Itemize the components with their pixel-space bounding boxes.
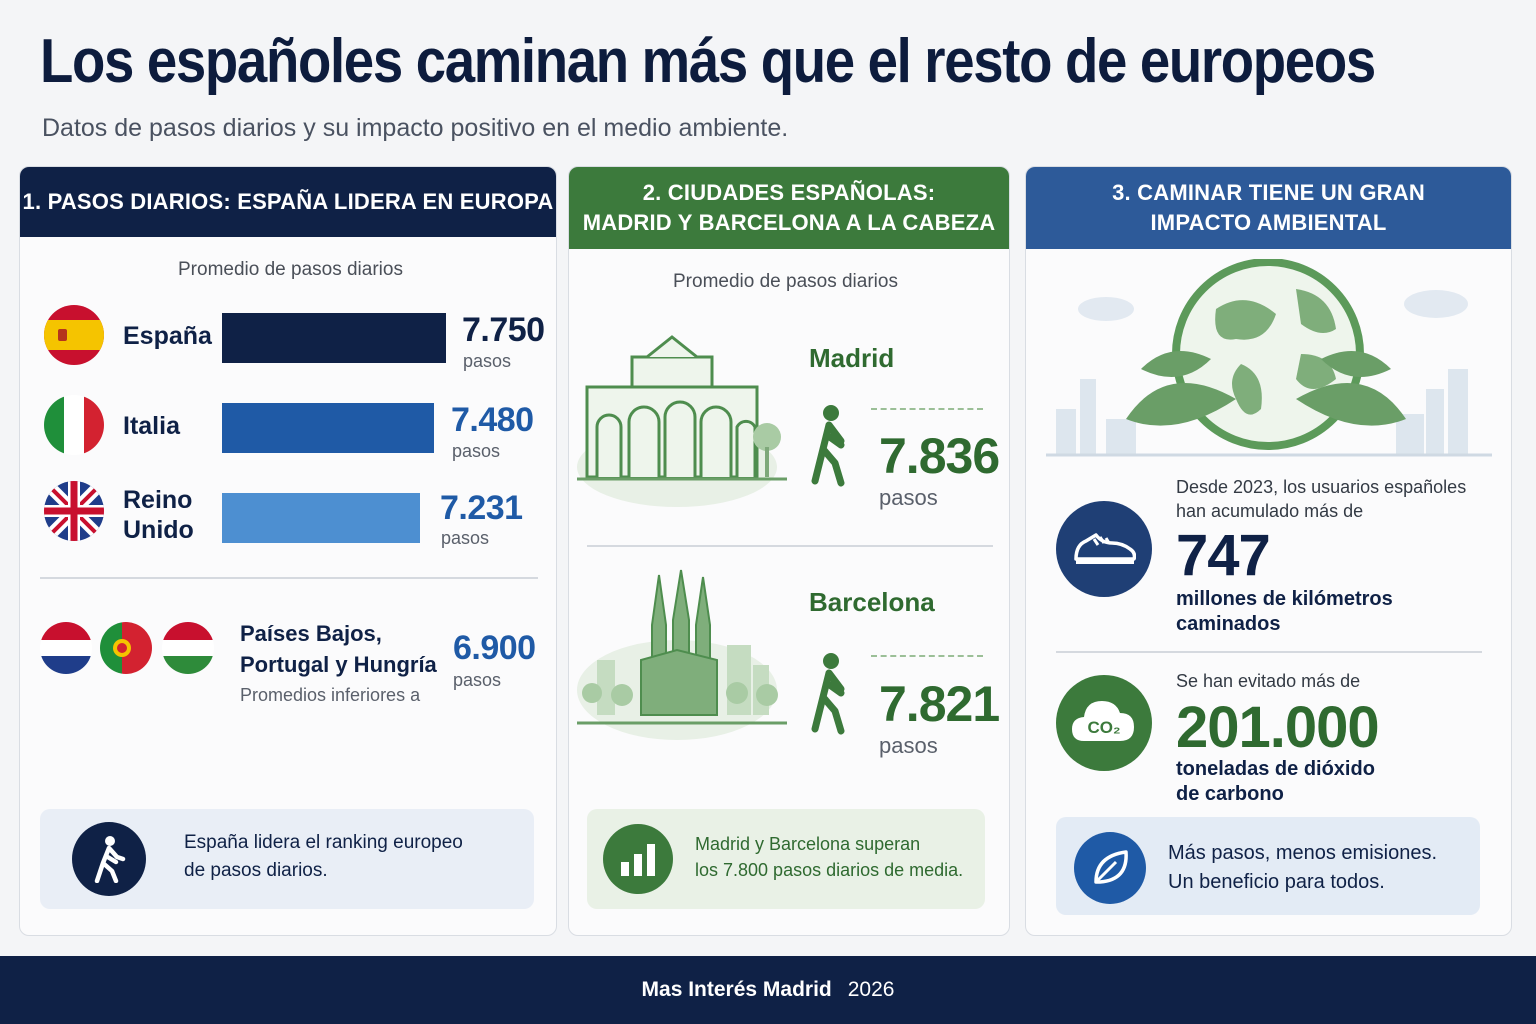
panel-ciudades: 2. CIUDADES ESPAÑOLAS: MADRID Y BARCELON… <box>568 166 1010 936</box>
stat-lead: Se han evitado más de <box>1176 671 1361 691</box>
bar-reino-unido <box>222 493 420 543</box>
panel-pasos-diarios: 1. PASOS DIARIOS: ESPAÑA LIDERA EN EUROP… <box>19 166 557 936</box>
city-value: 7.836 <box>879 428 1000 484</box>
barcelona-monument-illustration <box>577 565 787 745</box>
chart-caption: Promedio de pasos diarios <box>178 259 403 280</box>
callout-line2: Un beneficio para todos. <box>1168 871 1385 893</box>
divider <box>587 545 993 547</box>
madrid-monument-illustration <box>577 317 787 512</box>
city-unit: pasos <box>879 733 938 758</box>
other-countries-label: Países Bajos, Portugal y Hungría <box>240 619 437 681</box>
netherlands-flag-icon <box>40 622 92 674</box>
panel-header: 2. CIUDADES ESPAÑOLAS: MADRID Y BARCELON… <box>569 167 1009 249</box>
panel-header-line2: IMPACTO AMBIENTAL <box>1150 210 1387 235</box>
footer-year: 2026 <box>847 978 895 1001</box>
callout-line1: Madrid y Barcelona superan <box>695 834 921 854</box>
walking-person-icon <box>807 403 851 492</box>
chart-caption: Promedio de pasos diarios <box>673 271 898 292</box>
sneaker-icon <box>1056 501 1152 597</box>
panel-header-line1: 2. CIUDADES ESPAÑOLAS: <box>642 180 936 206</box>
walking-person-icon <box>807 651 851 740</box>
portugal-flag-icon <box>100 622 152 674</box>
callout-text: Madrid y Barcelona superan los 7.800 pas… <box>695 831 963 883</box>
stat-value: 747 <box>1176 523 1271 588</box>
footer: Mas Interés Madrid 2026 <box>0 956 1536 1024</box>
bar-espana <box>222 313 446 363</box>
hungary-flag-icon <box>162 622 214 674</box>
panel-header-text: 1. PASOS DIARIOS: ESPAÑA LIDERA EN EUROP… <box>22 189 554 215</box>
bar-chart-icon <box>603 824 673 894</box>
stat-lead-line2: han acumulado más de <box>1176 501 1364 522</box>
callout-box: España lidera el ranking europeo de paso… <box>40 809 534 909</box>
bar-unit: pasos <box>463 351 512 371</box>
callout-line1: España lidera el ranking europeo <box>184 832 463 853</box>
other-countries-line2: Portugal y Hungría <box>240 651 437 677</box>
city-unit: pasos <box>879 485 938 510</box>
walking-person-icon <box>72 822 146 896</box>
bar-unit: pasos <box>452 441 501 461</box>
callout-box: Madrid y Barcelona superan los 7.800 pas… <box>587 809 985 909</box>
bar-value: 7.231 <box>440 489 523 527</box>
bar-value: 7.750 <box>462 311 545 349</box>
callout-box: Más pasos, menos emisiones. Un beneficio… <box>1056 817 1480 915</box>
panel-header-line2: MADRID Y BARCELONA A LA CABEZA <box>582 210 996 235</box>
callout-line1: Más pasos, menos emisiones. <box>1168 842 1438 864</box>
panel-impacto-ambiental: 3. CAMINAR TIENE UN GRAN IMPACTO AMBIENT… <box>1025 166 1512 936</box>
stat-desc-line2: caminados <box>1176 613 1281 635</box>
callout-line2: los 7.800 pasos diarios de media. <box>695 860 964 881</box>
bar-unit: pasos <box>441 528 490 548</box>
country-name-line1: Reino <box>123 486 193 514</box>
country-name: España <box>123 322 212 350</box>
city-name: Madrid <box>809 343 895 373</box>
uk-flag-icon <box>44 481 104 541</box>
city-name: Barcelona <box>809 587 935 617</box>
divider <box>1056 651 1482 653</box>
panel-header: 3. CAMINAR TIENE UN GRAN IMPACTO AMBIENT… <box>1026 167 1511 249</box>
dashed-line <box>871 655 983 657</box>
leaf-icon <box>1074 832 1146 904</box>
stat-desc-line1: toneladas de dióxido <box>1176 758 1375 780</box>
dashed-line <box>871 408 983 410</box>
panel-header-line1: 3. CAMINAR TIENE UN GRAN <box>1112 180 1425 206</box>
callout-text: Más pasos, menos emisiones. Un beneficio… <box>1168 839 1437 897</box>
globe-leaves-illustration <box>1046 258 1492 464</box>
panel-header: 1. PASOS DIARIOS: ESPAÑA LIDERA EN EUROP… <box>20 167 556 237</box>
bar-italia <box>222 403 434 453</box>
spain-flag-icon <box>44 305 104 365</box>
page-title: Los españoles caminan más que el resto d… <box>40 27 1376 96</box>
callout-line2: de pasos diarios. <box>184 859 328 881</box>
other-countries-unit: pasos <box>453 670 502 690</box>
stat-lead-line1: Desde 2023, los usuarios españoles <box>1176 477 1467 497</box>
svg-text:CO₂: CO₂ <box>1087 718 1120 737</box>
country-name: Italia <box>123 412 180 440</box>
stat-desc-line1: millones de kilómetros <box>1176 588 1393 610</box>
stat-desc-line2: de carbono <box>1176 783 1284 805</box>
stat-desc: toneladas de dióxido de carbono <box>1176 757 1375 807</box>
footer-brand: Mas Interés Madrid <box>641 978 832 1001</box>
stat-value: 201.000 <box>1176 695 1380 760</box>
page-subtitle: Datos de pasos diarios y su impacto posi… <box>42 114 789 142</box>
divider <box>40 577 538 579</box>
other-countries-value: 6.900 <box>453 629 536 667</box>
other-countries-line1: Países Bajos, <box>240 621 382 646</box>
country-name-line2: Unido <box>123 516 194 544</box>
bar-value: 7.480 <box>451 401 534 439</box>
callout-text: España lidera el ranking europeo de paso… <box>184 829 463 884</box>
city-value: 7.821 <box>879 676 1000 732</box>
co2-cloud-icon: CO₂ <box>1056 675 1152 771</box>
other-countries-sub: Promedios inferiores a <box>240 685 421 705</box>
stat-desc: millones de kilómetros caminados <box>1176 587 1393 637</box>
italy-flag-icon <box>44 395 104 455</box>
stat-lead: Desde 2023, los usuarios españoles han a… <box>1176 475 1466 524</box>
